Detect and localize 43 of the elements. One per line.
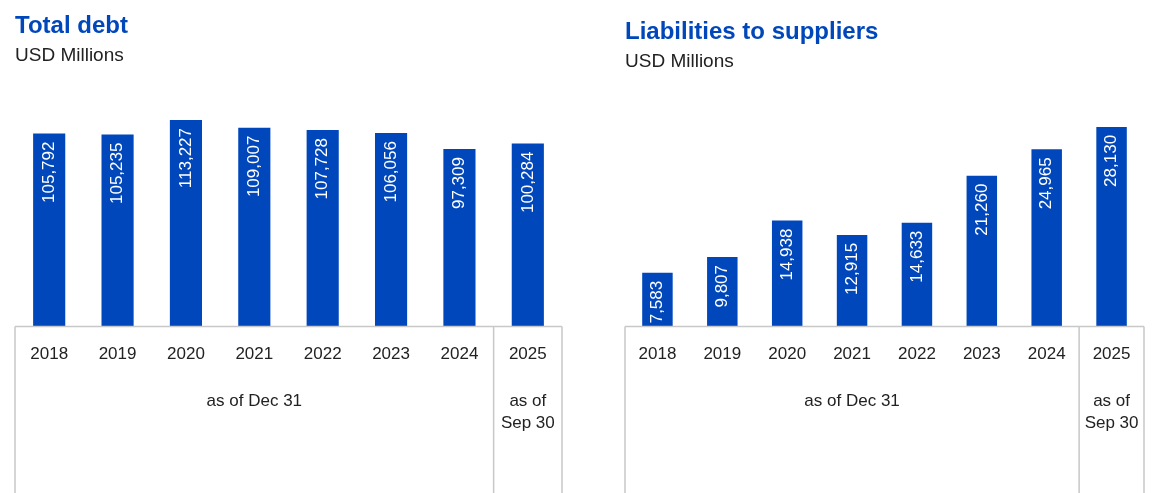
data-label: 105,235 xyxy=(107,142,127,204)
x-tick-label: 2019 xyxy=(98,344,137,364)
chart-title: Liabilities to suppliers xyxy=(625,17,879,45)
x-tick-label: 2020 xyxy=(167,344,205,364)
data-label: 100,284 xyxy=(517,151,537,214)
text: as of Sep 30 xyxy=(500,390,555,432)
data-label: 107,728 xyxy=(312,138,332,200)
data-label: 105,792 xyxy=(38,141,58,203)
x-tick-label: 2021 xyxy=(235,344,274,364)
data-label: 9,807 xyxy=(712,264,731,308)
data-label: 28,130 xyxy=(1101,134,1121,187)
x-tick-label: 2024 xyxy=(440,344,479,364)
data-label: 14,633 xyxy=(906,230,926,283)
x-tick-label: 2025 xyxy=(1092,344,1131,364)
x-tick-label: 2020 xyxy=(768,344,807,364)
x-tick-label: 2025 xyxy=(508,344,547,364)
bar xyxy=(966,175,998,327)
chart-subtitle: USD Millions xyxy=(15,44,124,66)
x-tick-label: 2021 xyxy=(833,344,871,364)
x-tick-label: 2019 xyxy=(703,344,742,364)
bar xyxy=(1096,126,1127,327)
bar xyxy=(1031,149,1062,327)
data-label: 106,056 xyxy=(380,141,400,203)
data-label: 12,915 xyxy=(841,242,861,295)
data-label: 14,938 xyxy=(776,228,796,281)
data-label: 97,309 xyxy=(449,157,469,210)
data-label: 24,965 xyxy=(1036,157,1056,210)
x-tick-label: 2022 xyxy=(303,344,342,364)
text: as of Dec 31 xyxy=(206,390,303,410)
x-tick-label: 2018 xyxy=(30,344,69,364)
chart-title: Total debt xyxy=(15,11,128,39)
data-label: 109,007 xyxy=(244,135,263,198)
data-label: 7,583 xyxy=(647,280,667,324)
text: as of Dec 31 xyxy=(804,390,900,410)
x-tick-label: 2023 xyxy=(372,344,410,364)
chart-subtitle: USD Millions xyxy=(625,50,734,72)
data-label: 113,227 xyxy=(175,127,195,189)
x-tick-label: 2018 xyxy=(638,344,677,364)
x-tick-label: 2022 xyxy=(898,344,936,364)
data-label: 21,260 xyxy=(971,183,991,236)
x-tick-label: 2024 xyxy=(1027,344,1066,364)
text: as of Sep 30 xyxy=(1084,390,1139,432)
x-tick-label: 2023 xyxy=(962,344,1001,364)
